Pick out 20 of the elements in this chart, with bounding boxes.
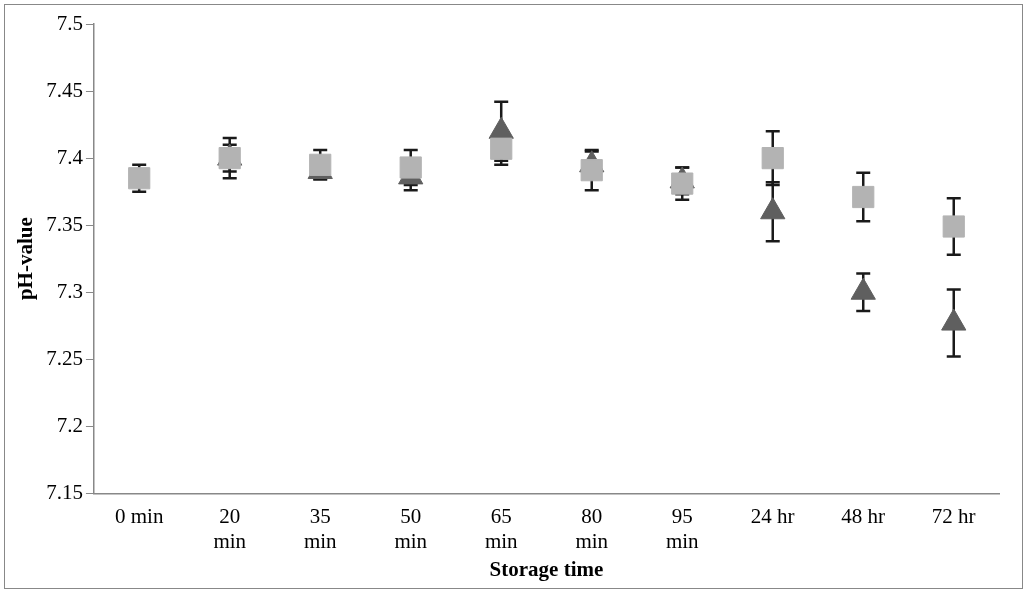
x-tick-label: 24 hr bbox=[750, 503, 795, 528]
y-tick-label: 7.25 bbox=[46, 345, 83, 370]
y-tick-label: 7.2 bbox=[56, 412, 83, 437]
x-tick-label: 80 min bbox=[575, 503, 609, 553]
y-tick-label: 7.45 bbox=[46, 77, 83, 102]
x-tick-label: 50 min bbox=[394, 503, 428, 553]
x-tick-label: 35 min bbox=[303, 503, 338, 553]
y-tick-label: 7.3 bbox=[56, 278, 83, 303]
y-tick-label: 7.15 bbox=[46, 479, 83, 504]
y-tick-label: 7.4 bbox=[56, 144, 84, 169]
x-tick-label: 72 hr bbox=[931, 503, 976, 528]
x-tick-label: 48 hr bbox=[841, 503, 886, 528]
x-tick-label: 95 min bbox=[665, 503, 700, 553]
x-tick-label: 65 min bbox=[484, 503, 519, 553]
x-tick-label: 0 min bbox=[114, 503, 164, 528]
x-tick-label: 20 min bbox=[213, 503, 247, 553]
y-axis-title: pH-value bbox=[13, 217, 38, 301]
x-axis-title: Storage time bbox=[489, 556, 604, 581]
y-tick-label: 7.5 bbox=[56, 10, 83, 35]
y-tick-label: 7.35 bbox=[46, 211, 83, 236]
